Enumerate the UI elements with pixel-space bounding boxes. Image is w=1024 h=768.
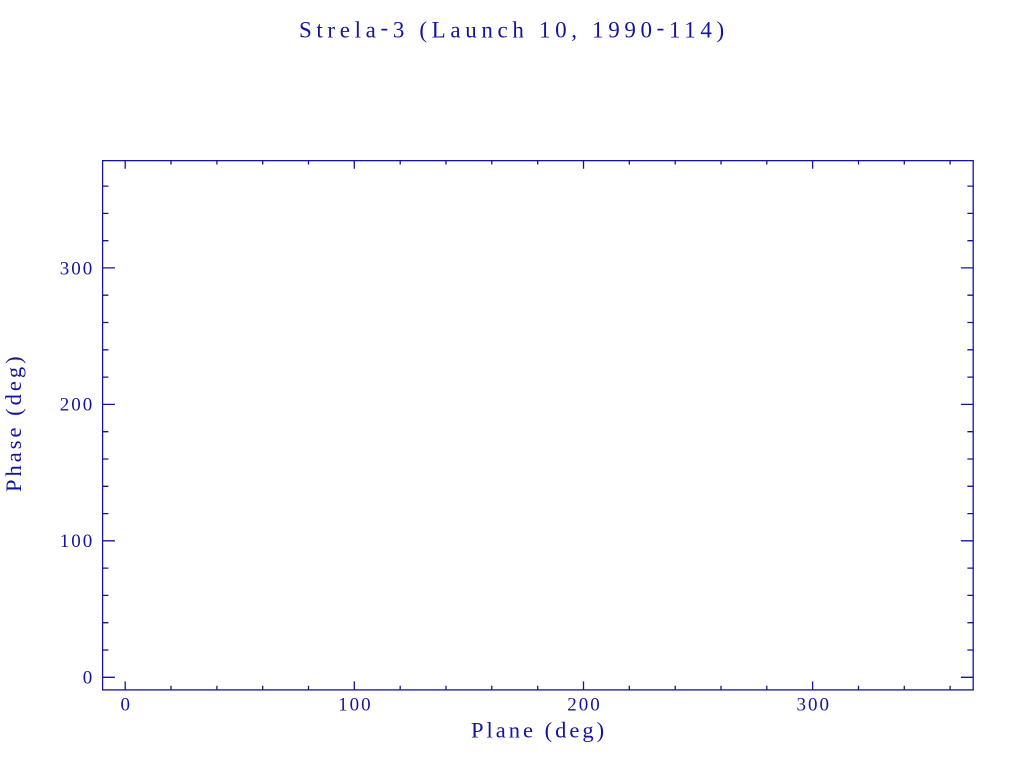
svg-text:300: 300 xyxy=(796,695,831,716)
svg-text:0: 0 xyxy=(120,695,132,716)
svg-text:100: 100 xyxy=(338,695,373,716)
svg-text:Phase (deg): Phase (deg) xyxy=(1,353,26,492)
svg-text:300: 300 xyxy=(60,259,95,280)
svg-text:100: 100 xyxy=(60,531,95,552)
svg-text:Strela-3 (Launch 10, 1990-114): Strela-3 (Launch 10, 1990-114) xyxy=(299,15,729,42)
svg-text:200: 200 xyxy=(60,395,95,416)
svg-text:0: 0 xyxy=(83,668,95,689)
svg-text:Plane (deg): Plane (deg) xyxy=(471,717,607,742)
svg-text:200: 200 xyxy=(567,695,602,716)
